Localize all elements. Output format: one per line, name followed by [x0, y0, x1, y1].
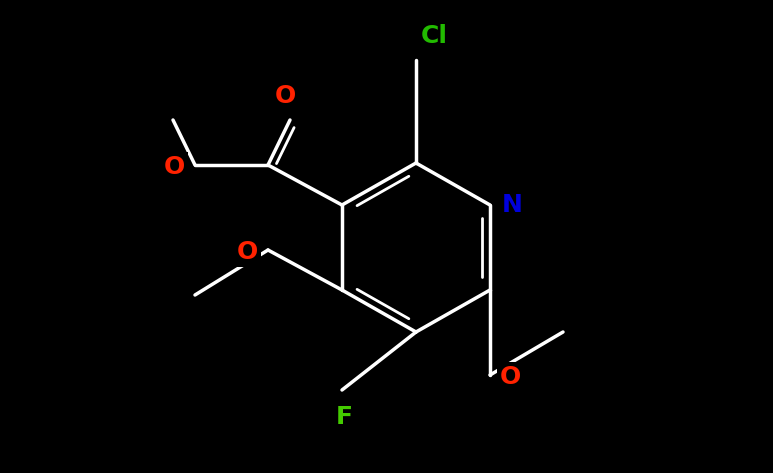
Text: O: O — [237, 240, 258, 264]
Text: N: N — [502, 193, 523, 217]
Text: F: F — [335, 405, 352, 429]
Text: Cl: Cl — [421, 24, 448, 48]
Text: O: O — [500, 365, 521, 389]
Text: O: O — [164, 155, 185, 179]
Text: O: O — [274, 84, 295, 108]
